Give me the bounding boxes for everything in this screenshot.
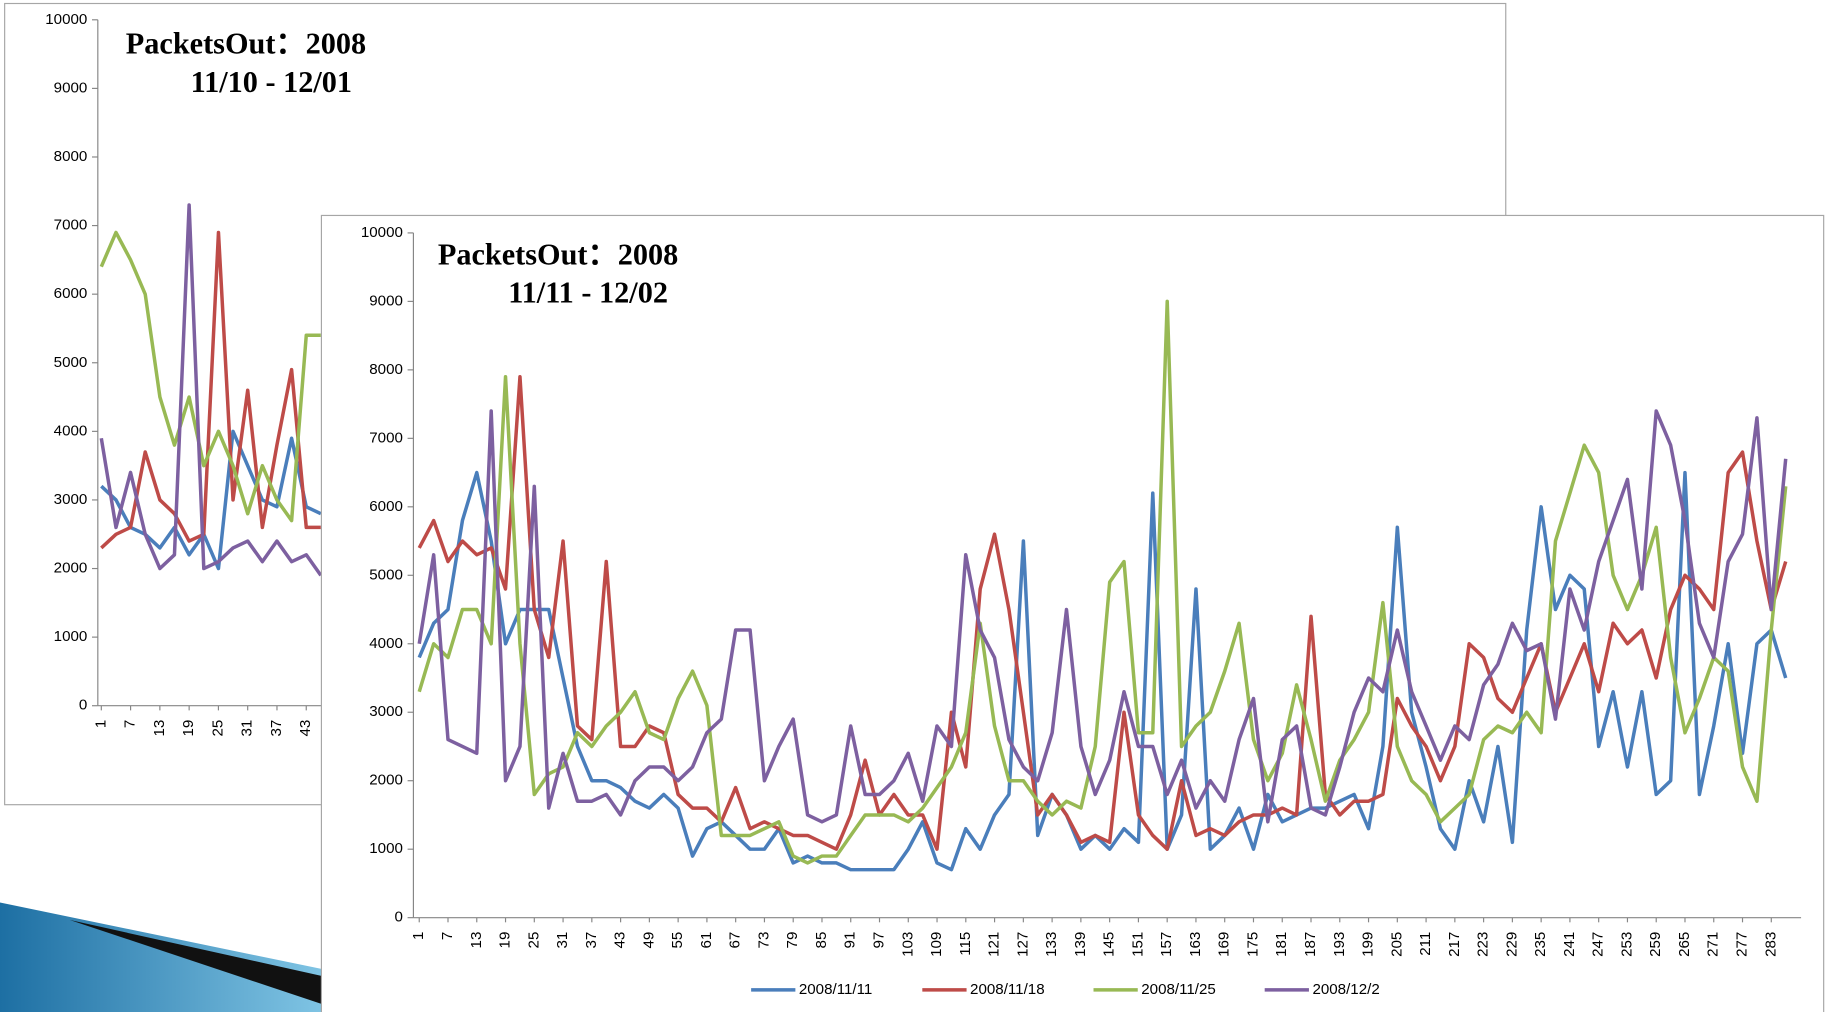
- y-tick-label: 0: [79, 697, 87, 714]
- x-tick-label: 31: [554, 932, 571, 949]
- x-tick-label: 109: [928, 932, 945, 957]
- chart-title: PacketsOut：2008: [126, 27, 366, 61]
- y-tick-label: 8000: [54, 148, 88, 165]
- x-tick-label: 13: [468, 932, 485, 949]
- x-tick-label: 259: [1647, 932, 1664, 957]
- x-tick-label: 247: [1590, 932, 1607, 957]
- x-tick-label: 133: [1043, 932, 1060, 957]
- y-tick-label: 1000: [369, 840, 403, 857]
- x-tick-label: 277: [1734, 932, 1751, 957]
- x-tick-label: 79: [784, 932, 801, 949]
- x-tick-label: 223: [1475, 932, 1492, 957]
- y-tick-label: 5000: [369, 566, 403, 583]
- legend-label: 2008/11/18: [970, 981, 1045, 998]
- x-tick-label: 7: [439, 932, 456, 940]
- x-tick-label: 121: [986, 932, 1003, 957]
- x-tick-label: 103: [899, 932, 916, 957]
- x-tick-label: 211: [1417, 932, 1434, 956]
- x-tick-label: 253: [1618, 932, 1635, 957]
- x-tick-label: 37: [583, 932, 600, 949]
- x-tick-label: 43: [297, 720, 314, 737]
- x-tick-label: 19: [497, 932, 514, 949]
- legend-label: 2008/12/2: [1312, 981, 1379, 998]
- y-tick-label: 3000: [369, 703, 403, 720]
- x-tick-label: 37: [268, 720, 285, 737]
- y-tick-label: 6000: [369, 498, 403, 515]
- chart-subtitle: 11/10 - 12/01: [191, 65, 352, 99]
- y-tick-label: 5000: [54, 354, 88, 371]
- chart-frame: [321, 215, 1823, 1012]
- y-tick-label: 10000: [361, 224, 403, 241]
- x-tick-label: 217: [1446, 932, 1463, 957]
- x-tick-label: 43: [612, 932, 629, 949]
- x-tick-label: 19: [180, 720, 197, 737]
- x-tick-label: 229: [1503, 932, 1520, 957]
- x-tick-label: 145: [1101, 932, 1118, 957]
- x-tick-label: 139: [1072, 932, 1089, 957]
- x-tick-label: 265: [1676, 932, 1693, 957]
- x-tick-label: 1: [92, 720, 109, 728]
- x-tick-label: 199: [1360, 932, 1377, 957]
- legend-label: 2008/11/25: [1141, 981, 1216, 998]
- x-tick-label: 283: [1762, 932, 1779, 957]
- x-tick-label: 127: [1014, 932, 1031, 957]
- y-tick-label: 10000: [45, 11, 87, 28]
- x-tick-label: 55: [669, 932, 686, 949]
- y-tick-label: 2000: [369, 772, 403, 789]
- x-tick-label: 25: [525, 932, 542, 949]
- y-tick-label: 4000: [369, 635, 403, 652]
- y-tick-label: 3000: [54, 491, 88, 508]
- y-tick-label: 9000: [369, 292, 403, 309]
- x-tick-label: 175: [1244, 932, 1261, 957]
- x-tick-label: 13: [151, 720, 168, 737]
- chart-title: PacketsOut：2008: [438, 237, 678, 271]
- x-tick-label: 205: [1388, 932, 1405, 957]
- x-tick-label: 85: [813, 932, 830, 949]
- x-tick-label: 91: [842, 932, 859, 949]
- x-tick-label: 7: [122, 720, 139, 728]
- y-tick-label: 1000: [54, 628, 88, 645]
- x-tick-label: 241: [1561, 932, 1578, 957]
- x-tick-label: 169: [1216, 932, 1233, 957]
- x-tick-label: 1: [410, 932, 427, 940]
- y-tick-label: 7000: [369, 429, 403, 446]
- y-tick-label: 8000: [369, 361, 403, 378]
- x-tick-label: 73: [755, 932, 772, 949]
- y-tick-label: 4000: [54, 422, 88, 439]
- x-tick-label: 115: [957, 932, 974, 956]
- decoration: [0, 903, 321, 1012]
- x-tick-label: 97: [871, 932, 888, 949]
- x-tick-label: 193: [1331, 932, 1348, 957]
- chart-subtitle: 11/11 - 12/02: [508, 276, 668, 310]
- y-tick-label: 0: [395, 909, 403, 926]
- slide: 0 1000 2000 3000 4000 5000 6000 7000 8000 9000 100…: [0, 0, 1826, 1012]
- x-tick-label: 25: [209, 720, 226, 737]
- x-tick-label: 163: [1187, 932, 1204, 957]
- charts: 0 1000 2000 3000 4000 5000 6000 7000 8000 9000 100…: [5, 4, 1824, 1012]
- y-tick-label: 9000: [54, 79, 88, 96]
- x-tick-label: 67: [727, 932, 744, 949]
- x-tick-label: 157: [1158, 932, 1175, 957]
- legend-label: 2008/11/11: [799, 981, 872, 998]
- y-tick-label: 2000: [54, 560, 88, 577]
- y-tick-label: 7000: [54, 217, 88, 234]
- x-tick-label: 187: [1302, 932, 1319, 957]
- x-tick-label: 61: [698, 932, 715, 949]
- y-tick-label: 6000: [54, 285, 88, 302]
- x-tick-label: 235: [1532, 932, 1549, 957]
- x-tick-label: 49: [640, 932, 657, 949]
- x-tick-label: 31: [239, 720, 256, 737]
- x-tick-label: 181: [1273, 932, 1290, 957]
- x-tick-label: 151: [1129, 932, 1146, 957]
- x-tick-label: 271: [1705, 932, 1722, 957]
